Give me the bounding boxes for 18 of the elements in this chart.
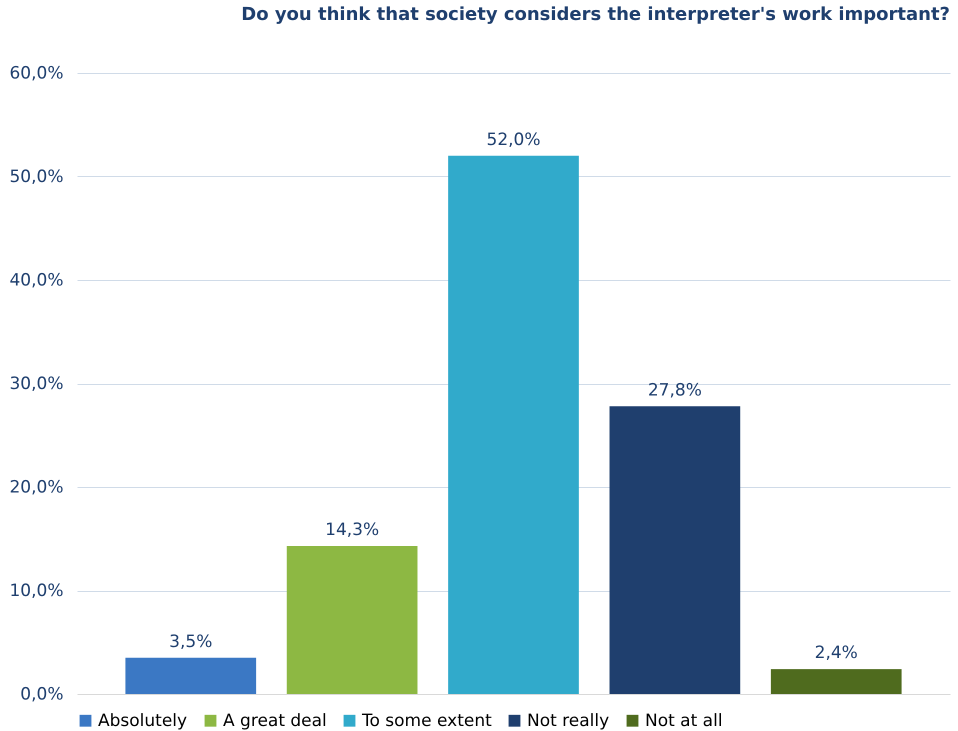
legend-label: A great deal (223, 710, 327, 731)
data-label: 3,5% (169, 632, 212, 652)
legend-label: Not really (527, 710, 610, 731)
y-tick-label: 60,0% (9, 64, 64, 84)
data-label: 2,4% (814, 643, 858, 664)
y-tick-label: 0,0% (20, 684, 64, 704)
y-tick-label: 20,0% (9, 478, 64, 498)
legend-label: Not at all (645, 710, 723, 731)
y-tick-label: 40,0% (9, 270, 64, 290)
y-tick-label: 30,0% (9, 374, 64, 394)
legend-label: To some extent (361, 710, 492, 731)
data-label: 27,8% (648, 380, 702, 400)
chart-title: Do you think that society considers the interpreter's work important? (241, 4, 950, 25)
data-label: 52,0% (486, 130, 541, 150)
data-label: 14,3% (325, 520, 380, 540)
y-tick-label: 10,0% (9, 581, 64, 601)
y-tick-label: 50,0% (9, 167, 64, 187)
legend-label: Absolutely (98, 710, 188, 731)
